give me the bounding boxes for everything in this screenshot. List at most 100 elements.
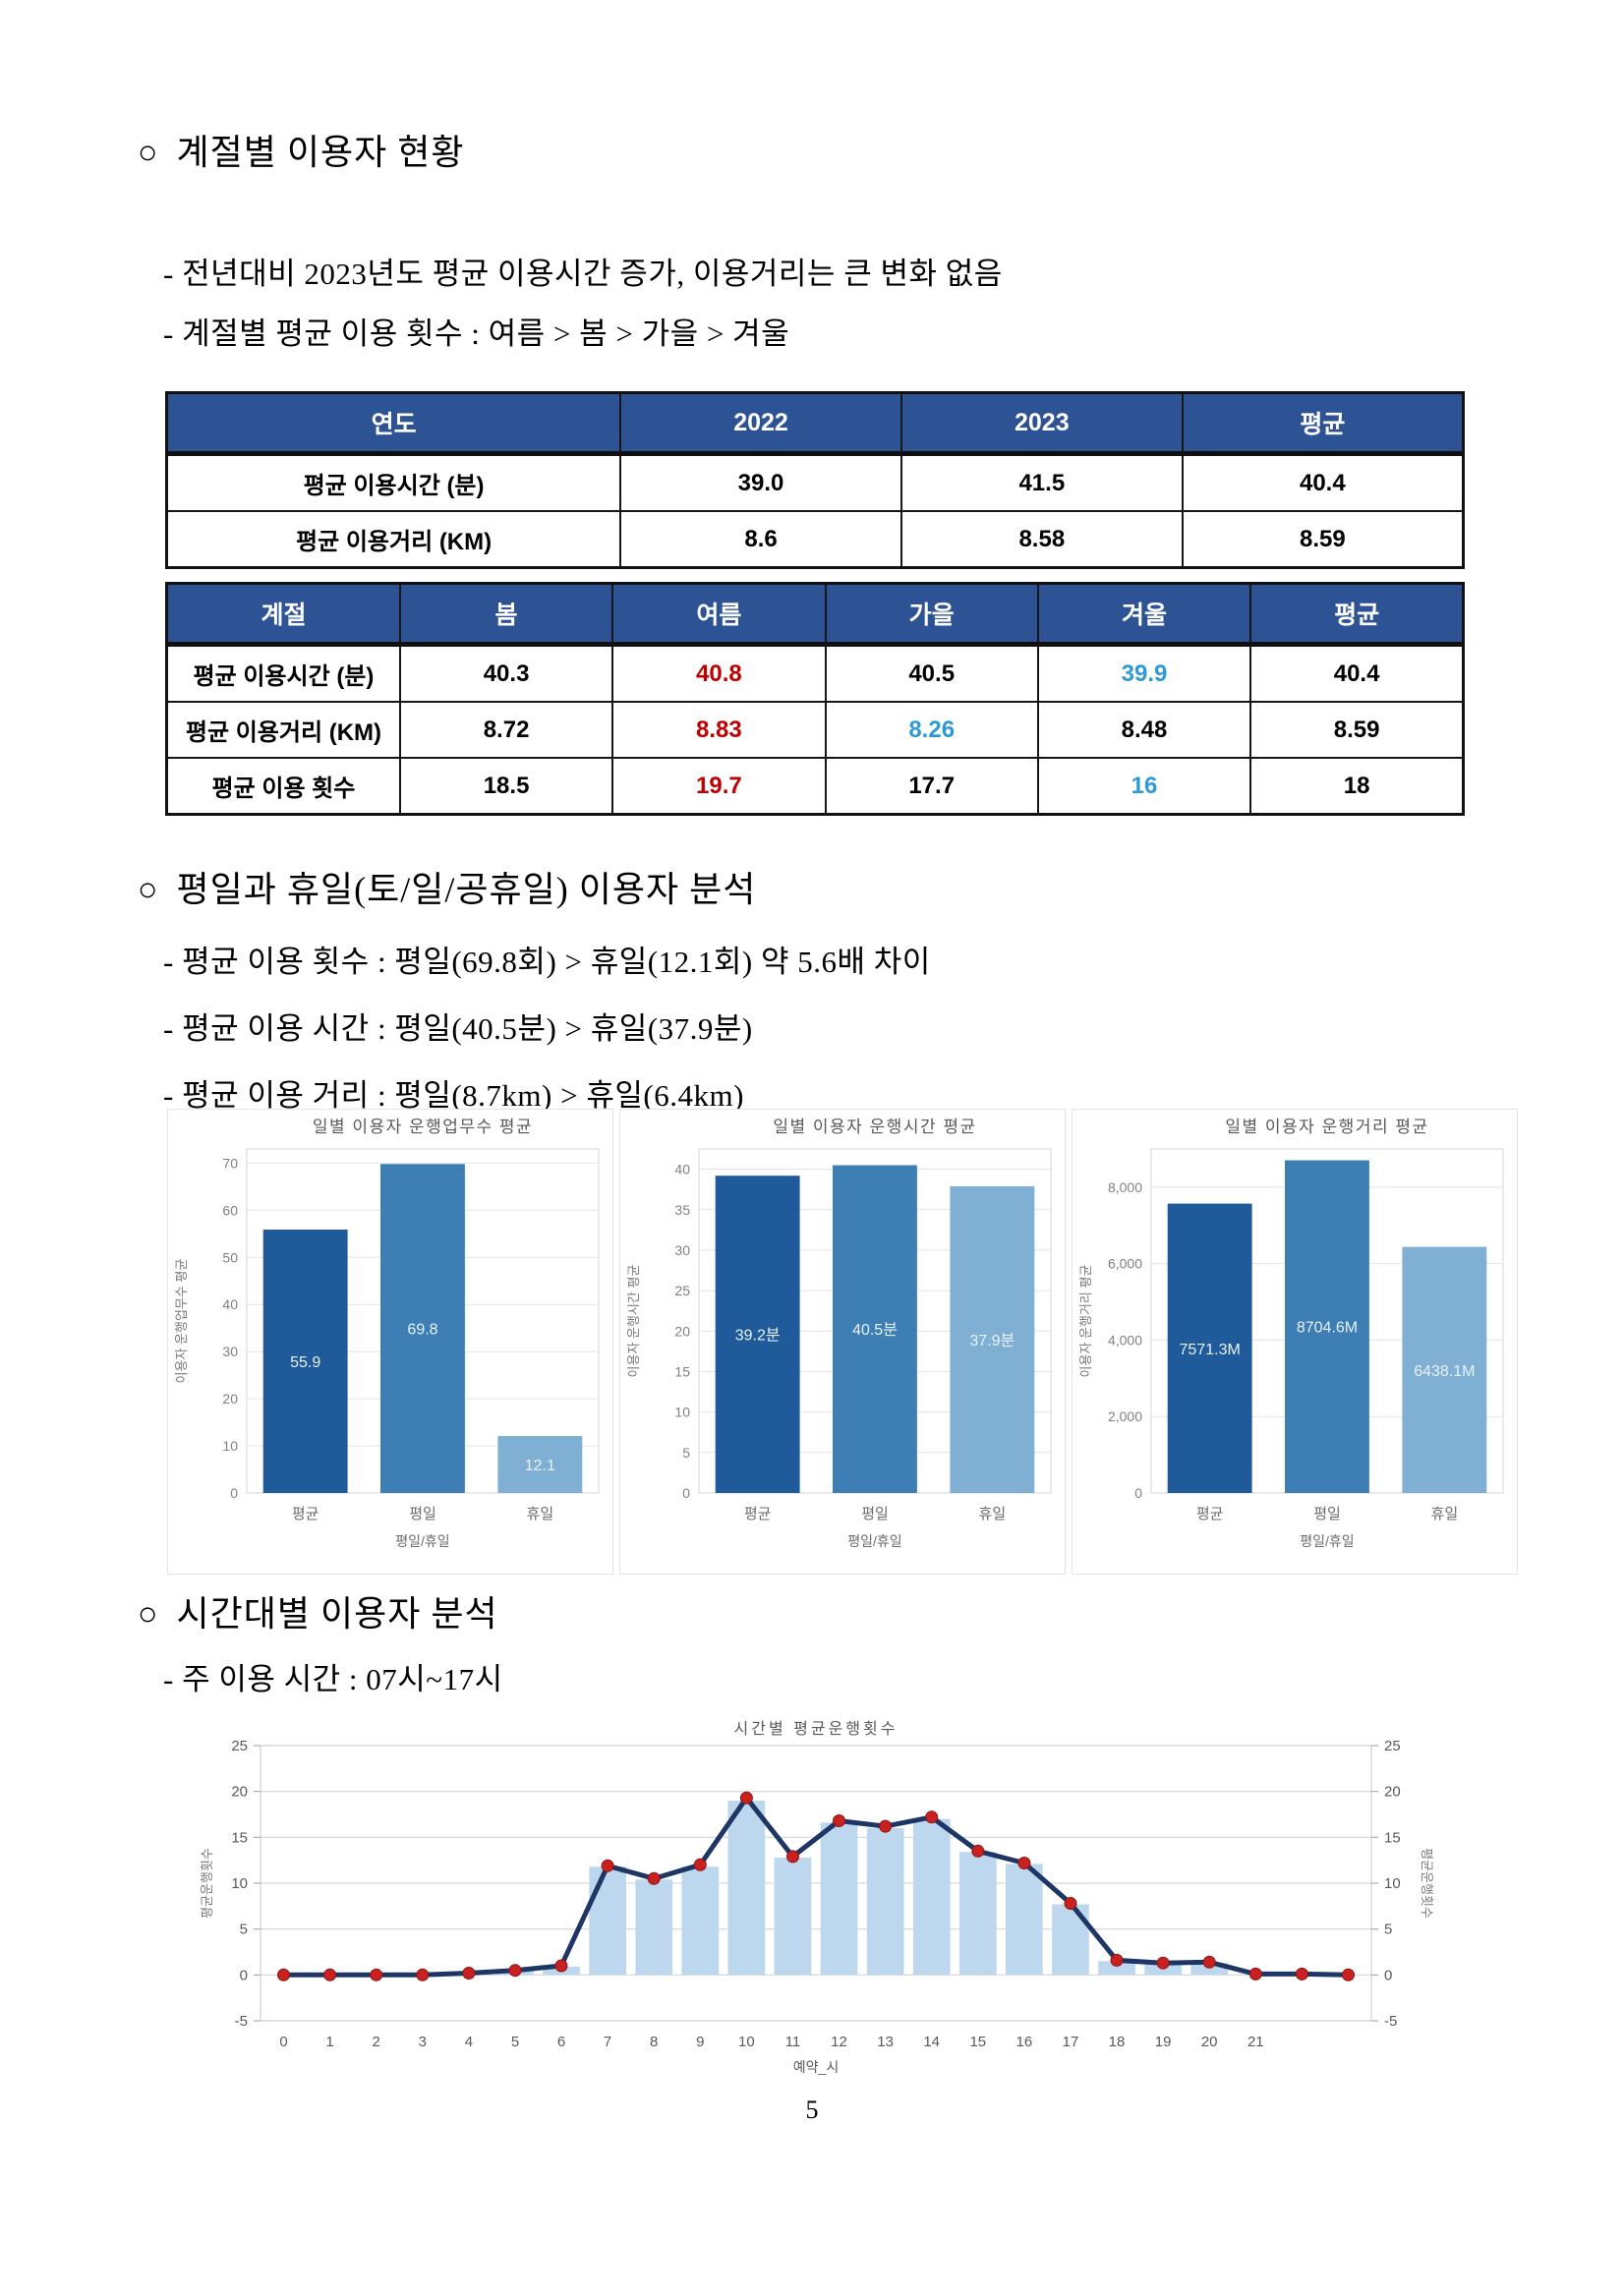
bar	[715, 1176, 800, 1493]
hour-bar	[727, 1801, 766, 1976]
value-cell: 8.59	[1181, 510, 1465, 569]
row-label-cell: 평균 이용거리 (KM)	[165, 701, 401, 759]
value-cell: 19.7	[611, 757, 827, 816]
x-tick-label: 13	[877, 2034, 894, 2050]
hour-bar	[1006, 1864, 1043, 1976]
hour-bar	[866, 1828, 904, 1976]
table-row: 평균 이용시간 (분) 39.0 41.5 40.4	[165, 452, 1465, 512]
value-cell: 8.59	[1249, 701, 1465, 759]
bullet-line: - 주 이용 시간 : 07시~17시	[163, 1662, 503, 1696]
chart-hourly-trip-count: -5 -5 0 0 5 5 10 10 15 15 20 20 25 25 0 1 2 3 4 5 6 7 8 9 10 11 12…	[192, 1718, 1440, 2101]
bar	[1402, 1246, 1487, 1493]
value-cell: 40.3	[398, 643, 614, 703]
trend-line	[281, 1795, 1351, 1978]
x-tick-label: 6	[557, 2034, 565, 2050]
row-label-cell: 평균 이용시간 (분)	[165, 643, 401, 703]
x-tick-label: 11	[785, 2034, 801, 2050]
bar-value-label: 12.1	[525, 1458, 555, 1474]
bar	[833, 1165, 917, 1493]
x-tick-label: 3	[419, 2034, 427, 2050]
hour-bar	[820, 1822, 858, 1976]
x-tick-label: 평균	[1196, 1506, 1224, 1522]
x-tick-label: 12	[831, 2034, 847, 2050]
x-tick-label: 0	[279, 2034, 287, 2050]
y-tick-label: 50	[222, 1249, 238, 1265]
x-tick-label: 평일	[409, 1506, 436, 1522]
bar-chart-svg: 0 10 20 30 40 50 60 70 55.9 평균 69.8 평일 12.1 휴일 일별 이용자 …	[174, 1118, 600, 1549]
table-row: 평균 이용거리 (KM) 8.6 8.58 8.59	[165, 510, 1465, 569]
bar	[380, 1164, 465, 1493]
table-header-row: 계절 봄 여름 가을 겨울 평균	[165, 582, 1465, 647]
bar-value-label: 55.9	[290, 1354, 320, 1371]
bullet-line: - 평균 이용 거리 : 평일(8.7km) > 휴일(6.4km)	[163, 1078, 744, 1113]
bar-chart-svg: 0 2,000 4,000 6,000 8,000 7571.3M 평균 8704.6M 평일 6…	[1078, 1118, 1504, 1549]
value-cell: 18	[1249, 757, 1465, 816]
value-cell: 8.48	[1036, 701, 1252, 759]
hour-bar	[959, 1852, 997, 1976]
value-cell: 39.9	[1036, 643, 1252, 703]
section1-bullet-list: - 전년대비 2023년도 평균 이용시간 증가, 이용거리는 큰 변화 없음 …	[163, 244, 1003, 364]
x-tick-label: 2	[373, 2034, 380, 2050]
data-point-marker	[693, 1858, 707, 1871]
value-cell: 8.83	[611, 701, 827, 759]
data-point-marker	[370, 1968, 383, 1981]
data-point-marker	[1156, 1956, 1170, 1970]
bar	[950, 1185, 1035, 1493]
y-tick-label: 0	[682, 1485, 690, 1501]
hour-bar	[1052, 1904, 1089, 1976]
y-tick-label-right: 15	[1384, 1829, 1401, 1846]
x-tick-label: 19	[1155, 2034, 1172, 2050]
bar-value-label: 7571.3M	[1180, 1342, 1241, 1358]
table-header-cell: 봄	[398, 582, 614, 647]
table-header-cell: 평균	[1249, 582, 1465, 647]
section3-bullet-list: - 주 이용 시간 : 07시~17시	[163, 1649, 503, 1710]
chart-daily-trip-count: 0 10 20 30 40 50 60 70 55.9 평균 69.8 평일 12.1 휴일 일별 이용자 …	[167, 1109, 613, 1575]
table-row: 평균 이용시간 (분) 40.3 40.8 40.5 39.9 40.4	[165, 643, 1465, 703]
x-axis-label: 예약_시	[793, 2059, 839, 2075]
y-tick-label: 70	[222, 1155, 238, 1171]
table-header-cell: 겨울	[1036, 582, 1252, 647]
season-comparison-table: 계절 봄 여름 가을 겨울 평균 평균 이용시간 (분) 40.3 40.8 40.5 39.9 40…	[165, 582, 1465, 816]
x-tick-label: 17	[1063, 2034, 1079, 2050]
y-tick-label: 25	[674, 1283, 690, 1298]
report-table: 계절 봄 여름 가을 겨울 평균 평균 이용시간 (분) 40.3 40.8 40.5 39.9 40…	[165, 582, 1465, 816]
y-tick-label: 8,000	[1108, 1179, 1142, 1195]
data-point-marker	[1017, 1857, 1031, 1869]
x-tick-label: 15	[969, 2034, 986, 2050]
y-tick-label-left: 0	[240, 1967, 248, 1983]
y-tick-label-right: 5	[1384, 1922, 1392, 1938]
hour-bar	[1144, 1964, 1182, 1976]
x-axis-label: 평일/휴일	[847, 1533, 901, 1549]
data-point-marker	[647, 1871, 661, 1885]
y-tick-label: 10	[674, 1405, 690, 1420]
bar	[497, 1436, 583, 1493]
table-header-cell: 여름	[611, 582, 827, 647]
value-cell: 8.72	[398, 701, 614, 759]
bar	[1167, 1203, 1252, 1493]
x-tick-label: 7	[604, 2034, 611, 2050]
bar	[1285, 1160, 1369, 1493]
x-tick-label: 5	[511, 2034, 519, 2050]
y-axis-label: 이용자 운행업무수 평균	[174, 1259, 189, 1384]
y-axis-label: 이용자 운행거리 평균	[1078, 1265, 1093, 1378]
daily-charts-row: 0 10 20 30 40 50 60 70 55.9 평균 69.8 평일 12.1 휴일 일별 이용자 …	[167, 1109, 1518, 1575]
value-cell: 8.6	[619, 510, 902, 569]
chart-title: 일별 이용자 운행거리 평균	[1225, 1118, 1428, 1136]
table-header-cell: 연도	[165, 391, 622, 456]
section-heading-weekday-holiday: ○ 평일과 휴일(토/일/공휴일) 이용자 분석	[138, 861, 756, 912]
data-point-marker	[1248, 1967, 1262, 1980]
bar-value-label: 69.8	[407, 1322, 437, 1339]
y-tick-label-right: 20	[1384, 1784, 1401, 1801]
x-tick-label: 16	[1016, 2034, 1033, 2050]
y-tick-label: 35	[674, 1202, 690, 1218]
y-tick-label-right: -5	[1384, 2013, 1397, 2030]
data-point-marker	[462, 1967, 476, 1980]
section-heading-hourly-users: ○ 시간대별 이용자 분석	[138, 1585, 498, 1636]
y-tick-label: 30	[674, 1242, 690, 1258]
hour-bar	[681, 1866, 720, 1976]
y-tick-label-left: -5	[235, 2013, 248, 2030]
table-header-row: 연도 2022 2023 평균	[165, 391, 1465, 456]
circle-bullet-icon: ○	[138, 135, 159, 171]
section-title: 시간대별 이용자 분석	[176, 1594, 498, 1634]
bar-value-label: 37.9분	[969, 1333, 1015, 1349]
